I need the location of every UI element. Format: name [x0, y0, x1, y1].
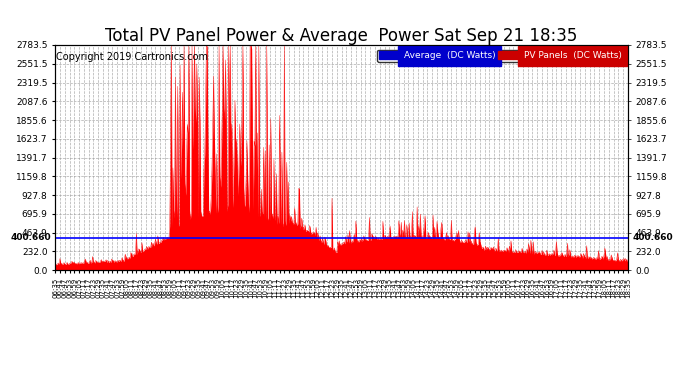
Text: 400.660: 400.660 [632, 233, 673, 242]
Text: 400.660: 400.660 [10, 233, 51, 242]
Title: Total PV Panel Power & Average  Power Sat Sep 21 18:35: Total PV Panel Power & Average Power Sat… [106, 27, 578, 45]
Legend: Average  (DC Watts), PV Panels  (DC Watts): Average (DC Watts), PV Panels (DC Watts) [377, 50, 623, 62]
Text: Copyright 2019 Cartronics.com: Copyright 2019 Cartronics.com [56, 52, 208, 62]
